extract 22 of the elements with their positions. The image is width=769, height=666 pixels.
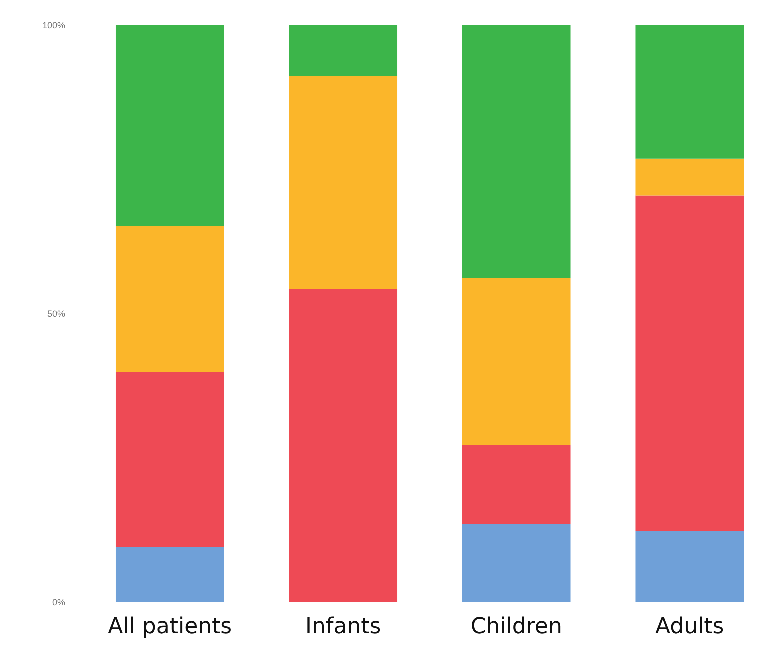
bar (289, 76, 398, 290)
bar (289, 289, 398, 602)
x-tick-label: Adults (655, 614, 724, 640)
bar (636, 531, 744, 602)
bar (116, 226, 224, 372)
y-tick-label: 0% (52, 598, 66, 608)
bar (462, 524, 571, 602)
bar (636, 196, 744, 532)
x-tick-label: All patients (108, 614, 232, 640)
bar (462, 445, 571, 524)
bar (636, 158, 744, 196)
bar (462, 278, 571, 446)
bar (636, 25, 744, 159)
bar (116, 547, 224, 602)
bar (289, 25, 398, 76)
bar (462, 25, 571, 278)
y-tick-label: 100% (42, 20, 66, 30)
bar (116, 25, 224, 226)
x-tick-label: Infants (306, 614, 382, 640)
bar (116, 372, 224, 548)
x-tick-label: Children (470, 614, 562, 640)
y-tick-label: 50% (47, 309, 66, 319)
